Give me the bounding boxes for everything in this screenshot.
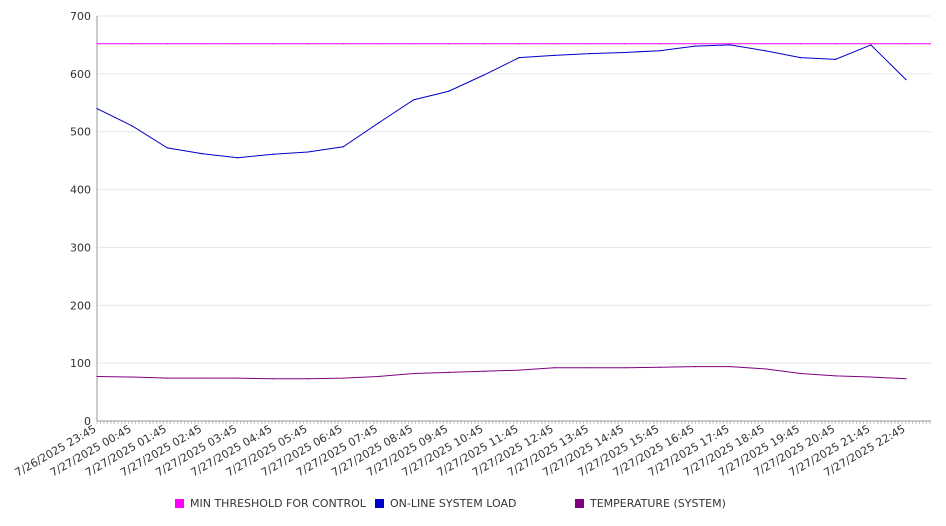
data-point-temperature-system-	[835, 375, 837, 377]
data-point-on-line-system-load	[342, 146, 344, 148]
data-point-on-line-system-load	[553, 54, 555, 56]
y-tick-label-600: 600	[70, 68, 91, 81]
legend-swatch-temperature	[575, 499, 584, 508]
legend: MIN THRESHOLD FOR CONTROL ON-LINE SYSTEM…	[0, 497, 946, 517]
data-point-on-line-system-load	[201, 153, 204, 155]
series-line-temperature-system-	[96, 366, 907, 380]
data-point-on-line-system-load	[905, 79, 907, 81]
data-point-temperature-system-	[553, 367, 555, 369]
data-point-min-threshold-for-control	[624, 43, 626, 45]
data-point-temperature-system-	[448, 371, 450, 373]
data-point-on-line-system-load	[518, 57, 520, 59]
data-point-temperature-system-	[237, 377, 239, 379]
data-point-temperature-system-	[96, 375, 98, 378]
data-point-min-threshold-for-control	[166, 43, 168, 45]
data-point-temperature-system-	[131, 376, 133, 378]
data-point-min-threshold-for-control	[729, 43, 731, 45]
data-point-min-threshold-for-control	[377, 43, 379, 45]
data-point-min-threshold-for-control	[96, 43, 98, 45]
axes	[96, 16, 931, 424]
legend-item-threshold: MIN THRESHOLD FOR CONTROL	[175, 497, 366, 510]
data-point-on-line-system-load	[96, 107, 98, 110]
data-point-min-threshold-for-control	[307, 43, 309, 45]
data-point-temperature-system-	[624, 367, 626, 369]
data-point-on-line-system-load	[448, 90, 450, 92]
legend-item-load: ON-LINE SYSTEM LOAD	[375, 497, 516, 510]
data-point-min-threshold-for-control	[835, 43, 837, 45]
data-point-on-line-system-load	[483, 74, 485, 76]
data-point-on-line-system-load	[588, 53, 591, 55]
data-point-on-line-system-load	[870, 44, 872, 46]
data-point-on-line-system-load	[799, 57, 802, 59]
data-point-min-threshold-for-control	[448, 43, 450, 45]
data-point-temperature-system-	[588, 367, 591, 369]
data-point-on-line-system-load	[659, 50, 661, 52]
data-point-min-threshold-for-control	[764, 43, 766, 45]
data-point-on-line-system-load	[412, 99, 415, 101]
data-point-temperature-system-	[377, 375, 379, 378]
data-point-on-line-system-load	[694, 45, 696, 47]
data-point-temperature-system-	[412, 372, 415, 375]
data-point-on-line-system-load	[835, 58, 837, 60]
data-point-temperature-system-	[799, 372, 802, 375]
legend-swatch-load	[375, 499, 384, 508]
data-point-on-line-system-load	[237, 157, 239, 159]
data-point-temperature-system-	[483, 370, 485, 372]
y-tick-label-500: 500	[70, 126, 91, 139]
data-point-min-threshold-for-control	[905, 43, 907, 45]
data-point-temperature-system-	[307, 378, 309, 380]
data-point-temperature-system-	[694, 366, 696, 368]
data-point-min-threshold-for-control	[588, 43, 591, 45]
series-lines	[96, 43, 931, 380]
data-point-on-line-system-load	[307, 151, 309, 153]
y-tick-label-0: 0	[84, 415, 91, 428]
data-point-temperature-system-	[729, 366, 731, 368]
data-point-temperature-system-	[272, 378, 274, 380]
data-point-min-threshold-for-control	[870, 43, 872, 45]
data-point-temperature-system-	[764, 368, 766, 370]
data-point-min-threshold-for-control	[483, 43, 485, 45]
data-point-on-line-system-load	[729, 44, 731, 46]
data-point-temperature-system-	[518, 369, 520, 371]
data-point-min-threshold-for-control	[131, 43, 133, 45]
data-point-min-threshold-for-control	[412, 43, 415, 45]
legend-swatch-threshold	[175, 499, 184, 508]
y-tick-label-400: 400	[70, 184, 91, 197]
data-point-min-threshold-for-control	[272, 43, 274, 45]
data-point-on-line-system-load	[377, 122, 379, 124]
data-point-on-line-system-load	[131, 125, 133, 127]
data-point-on-line-system-load	[166, 147, 168, 149]
data-point-on-line-system-load	[272, 153, 274, 155]
legend-item-temperature: TEMPERATURE (SYSTEM)	[575, 497, 726, 510]
data-point-min-threshold-for-control	[694, 43, 696, 45]
data-point-temperature-system-	[659, 366, 661, 368]
data-point-min-threshold-for-control	[518, 43, 520, 45]
data-point-temperature-system-	[870, 376, 872, 378]
series-line-on-line-system-load	[96, 44, 907, 159]
y-tick-label-300: 300	[70, 241, 91, 254]
legend-label-load: ON-LINE SYSTEM LOAD	[390, 497, 517, 510]
data-point-on-line-system-load	[764, 50, 766, 52]
data-point-min-threshold-for-control	[659, 43, 661, 45]
y-tick-label-200: 200	[70, 299, 91, 312]
data-point-temperature-system-	[166, 377, 168, 379]
data-point-temperature-system-	[905, 378, 907, 380]
gridlines	[97, 15, 931, 364]
legend-label-threshold: MIN THRESHOLD FOR CONTROL	[190, 497, 366, 510]
data-point-min-threshold-for-control	[553, 43, 555, 45]
y-tick-label-100: 100	[70, 357, 91, 370]
data-point-min-threshold-for-control	[201, 43, 204, 45]
y-tick-label-700: 700	[70, 10, 91, 23]
data-point-min-threshold-for-control	[342, 43, 344, 45]
data-point-min-threshold-for-control	[799, 43, 802, 45]
data-point-on-line-system-load	[624, 51, 626, 54]
data-point-min-threshold-for-control	[237, 43, 239, 45]
data-point-temperature-system-	[342, 377, 344, 379]
data-point-temperature-system-	[201, 377, 204, 379]
legend-label-temperature: TEMPERATURE (SYSTEM)	[590, 497, 726, 510]
